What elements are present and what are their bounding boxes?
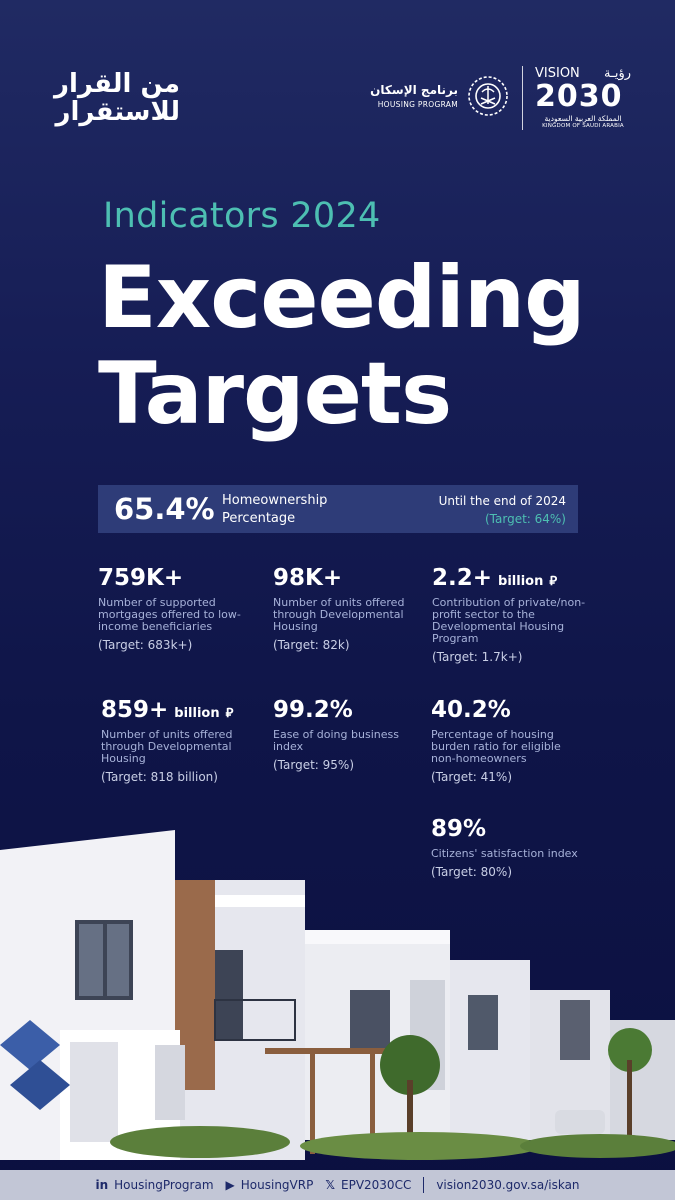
housing-program-ar: برنامج الإسكان: [370, 83, 458, 97]
housing-program-logo: برنامج الإسكان HOUSING PROGRAM: [370, 74, 510, 118]
stat-desc: Citizens' satisfaction index: [431, 847, 578, 860]
vision-ar: رؤيـة: [604, 66, 631, 81]
stat-target: (Target: 80%): [431, 865, 513, 879]
stat-billion-units: 859+ billion ⃁ Number of units offered t…: [101, 697, 251, 784]
x-icon: 𝕏: [325, 1178, 335, 1192]
x-handle: EPV2030CC: [341, 1178, 412, 1192]
stat-value: 2.2+: [432, 565, 493, 591]
stat-target: (Target: 818 billion): [101, 770, 218, 784]
riyal-icon: ⃁: [549, 574, 558, 589]
website-link: vision2030.gov.sa/iskan: [436, 1178, 580, 1192]
linkedin-handle: HousingProgram: [114, 1178, 214, 1192]
palm-emblem-icon: [468, 76, 508, 116]
stat-value: 99.2%: [273, 697, 353, 723]
footer-website[interactable]: vision2030.gov.sa/iskan: [436, 1178, 579, 1192]
stat-target: (Target: 41%): [431, 770, 513, 784]
vision-year: 2030: [535, 79, 623, 114]
headline-line2: Targets: [98, 344, 452, 444]
youtube-icon: ▶: [225, 1178, 235, 1192]
homeownership-label-line1: Homeownership: [222, 493, 328, 508]
header-logos: برنامج الإسكان HOUSING PROGRAM VISION رؤ…: [370, 66, 631, 130]
stat-desc: Contribution of private/non-profit secto…: [432, 596, 586, 645]
kingdom-ar: المملكة العربية السعودية: [544, 114, 622, 123]
stat-units: 98K+ Number of units offered through Dev…: [273, 565, 413, 652]
footer-separator: [423, 1177, 425, 1193]
headline-line1: Exceeding: [98, 248, 586, 348]
campaign-logo: من القرار للاستقرار: [50, 70, 180, 126]
stat-desc: Number of units offered through Developm…: [101, 728, 233, 765]
stat-value: 859+: [101, 697, 169, 723]
stat-desc: Number of units offered through Developm…: [273, 596, 405, 633]
stat-target: (Target: 95%): [273, 758, 355, 772]
homeownership-target: (Target: 64%): [484, 512, 566, 526]
homeownership-value: 65.4%: [114, 492, 215, 526]
homeownership-period: Until the end of 2024 (Target: 64%): [439, 492, 566, 528]
header-divider: [522, 66, 523, 130]
footer-youtube[interactable]: ▶ HousingVRP: [226, 1178, 314, 1192]
stat-value: 759K+: [98, 565, 184, 591]
stat-value: 98K+: [273, 565, 343, 591]
stat-value: 89%: [431, 816, 487, 842]
youtube-handle: HousingVRP: [240, 1178, 314, 1192]
stat-desc: Ease of doing business index: [273, 728, 399, 753]
stat-desc: Number of supported mortgages offered to…: [98, 596, 241, 633]
stat-target: (Target: 82k): [273, 638, 350, 652]
stat-housing-burden: 40.2% Percentage of housing burden ratio…: [431, 697, 581, 784]
linkedin-icon: in: [95, 1178, 109, 1192]
subtitle: Indicators 2024: [103, 196, 381, 236]
riyal-icon: ⃁: [225, 706, 234, 721]
vision-2030-logo: VISION رؤيـة 2030 المملكة العربية السعود…: [535, 66, 631, 129]
stat-unit: billion: [174, 706, 220, 721]
stat-target: (Target: 1.7k+): [432, 650, 523, 664]
homeownership-label-line2: Percentage: [222, 511, 296, 526]
campaign-logo-text: من القرار للاستقرار: [54, 69, 180, 127]
stat-business-index: 99.2% Ease of doing business index (Targ…: [273, 697, 413, 772]
stat-value: 40.2%: [431, 697, 511, 723]
footer-linkedin[interactable]: in HousingProgram: [95, 1178, 213, 1192]
stat-target: (Target: 683k+): [98, 638, 193, 652]
footer-x[interactable]: 𝕏 EPV2030CC: [325, 1178, 411, 1192]
homeownership-period-text: Until the end of 2024: [438, 494, 566, 508]
kingdom-en: KINGDOM OF SAUDI ARABIA: [542, 123, 624, 129]
stat-mortgages: 759K+ Number of supported mortgages offe…: [98, 565, 248, 652]
stat-desc: Percentage of housing burden ratio for e…: [431, 728, 561, 765]
footer-social-bar: in HousingProgram ▶ HousingVRP 𝕏 EPV2030…: [0, 1170, 675, 1200]
stat-contribution: 2.2+ billion ⃁ Contribution of private/n…: [432, 565, 592, 664]
headline: Exceeding Targets: [98, 248, 586, 444]
houses-illustration: [0, 830, 675, 1160]
homeownership-label: Homeownership Percentage: [222, 492, 327, 528]
vision-en: VISION: [535, 66, 580, 81]
stat-satisfaction: 89% Citizens' satisfaction index (Target…: [431, 816, 591, 879]
homeownership-banner: 65.4% Homeownership Percentage Until the…: [98, 485, 578, 533]
stat-unit: billion: [498, 574, 544, 589]
housing-program-en: HOUSING PROGRAM: [377, 100, 458, 109]
